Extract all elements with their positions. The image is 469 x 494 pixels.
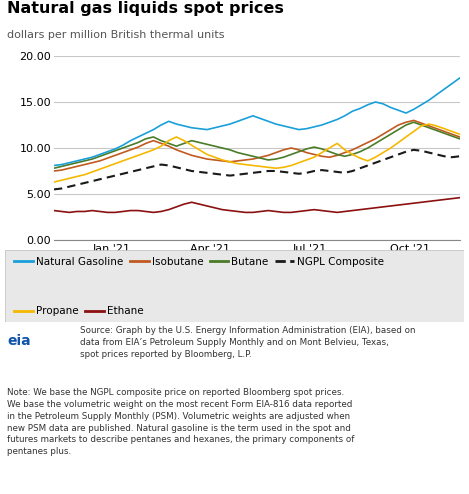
FancyBboxPatch shape	[5, 250, 464, 322]
Legend: Propane, Ethane: Propane, Ethane	[15, 306, 144, 316]
Text: eia: eia	[7, 334, 30, 348]
Text: Note: We base the NGPL composite price on reported Bloomberg spot prices.
We bas: Note: We base the NGPL composite price o…	[7, 388, 355, 456]
Text: Natural gas liquids spot prices: Natural gas liquids spot prices	[7, 1, 284, 16]
Text: dollars per million British thermal units: dollars per million British thermal unit…	[7, 30, 225, 40]
Text: Source: Graph by the U.S. Energy Information Administration (EIA), based on
data: Source: Graph by the U.S. Energy Informa…	[80, 327, 415, 359]
